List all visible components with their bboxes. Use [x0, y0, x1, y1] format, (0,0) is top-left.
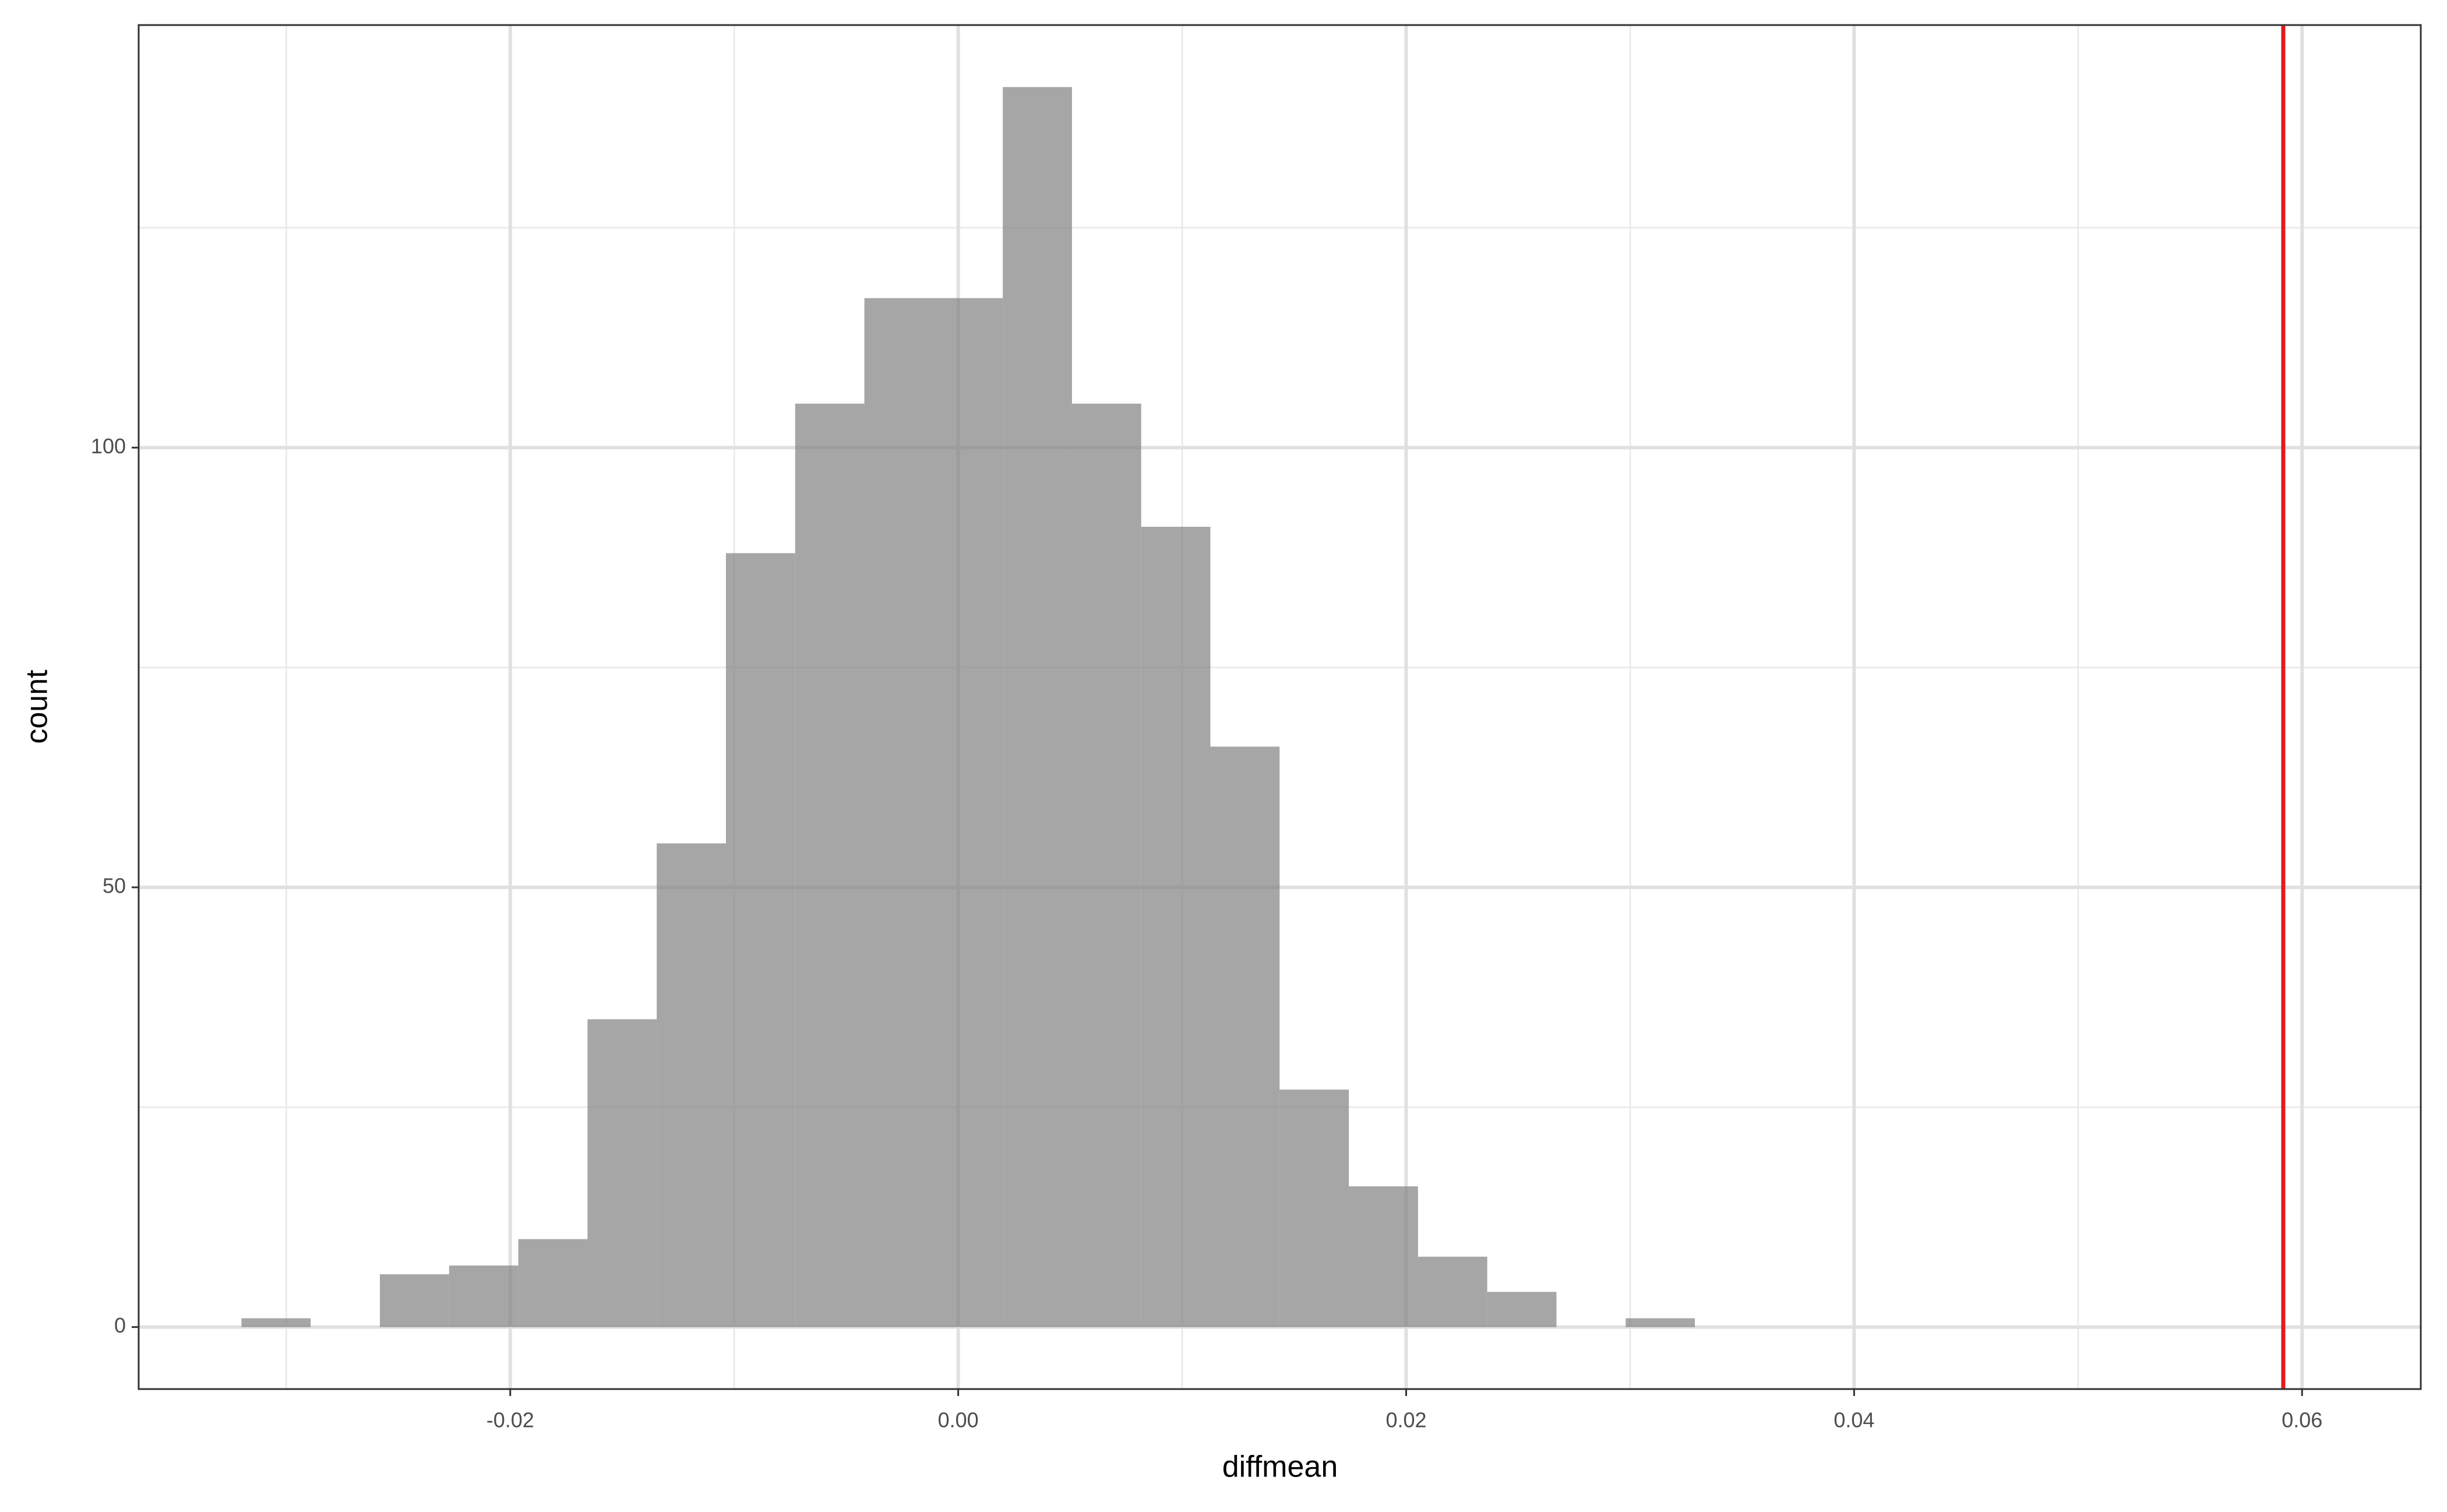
bar: [1626, 1318, 1695, 1327]
bar: [1210, 746, 1280, 1327]
x-tick-label: -0.02: [486, 1408, 534, 1432]
x-tick-label: 0.00: [938, 1408, 979, 1432]
x-tick-label: 0.04: [1834, 1408, 1874, 1432]
bar: [1418, 1256, 1487, 1327]
x-tick-label: 0.02: [1385, 1408, 1426, 1432]
bar: [1279, 1090, 1349, 1327]
bar: [380, 1274, 449, 1327]
bar: [449, 1265, 519, 1327]
bar: [1349, 1186, 1418, 1327]
bar: [1071, 403, 1141, 1327]
y-tick-label: 50: [103, 873, 126, 897]
panel-border: [137, 24, 2422, 1390]
bar: [795, 403, 865, 1327]
x-tick-label: 0.06: [2282, 1408, 2322, 1432]
bar: [933, 298, 1003, 1327]
bar: [1141, 527, 1211, 1327]
bar: [1003, 87, 1072, 1327]
y-tick-label: 0: [114, 1313, 126, 1337]
x-axis-title: diffmean: [1222, 1450, 1338, 1484]
y-tick-label: 100: [91, 434, 126, 458]
bar: [518, 1239, 588, 1327]
bar: [1487, 1292, 1557, 1327]
y-axis-title: count: [20, 669, 54, 744]
bar: [725, 553, 795, 1327]
bar: [241, 1318, 311, 1327]
bar: [587, 1019, 657, 1327]
bar: [864, 298, 934, 1327]
bar: [657, 843, 726, 1327]
